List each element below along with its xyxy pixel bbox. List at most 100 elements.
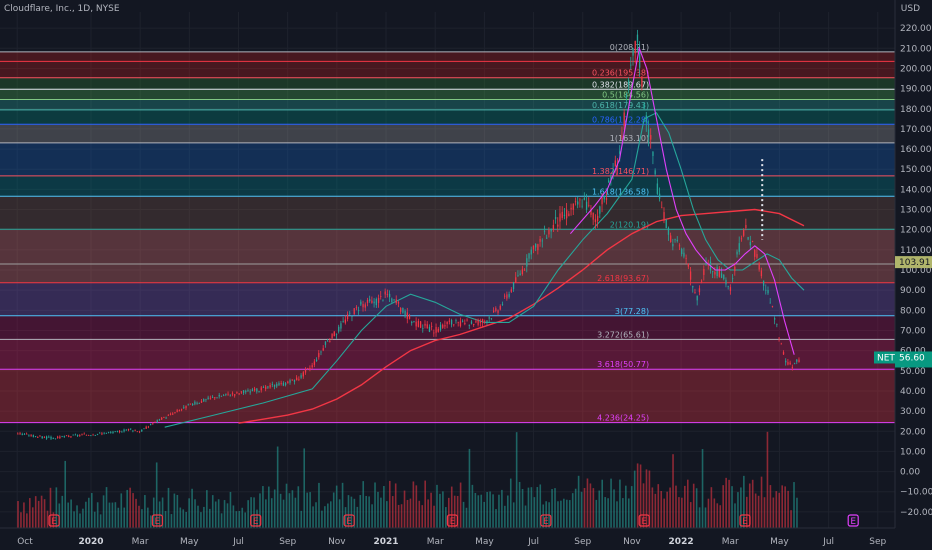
candle-body [419,321,422,328]
volume-bar [775,491,778,528]
candle-body [284,383,287,386]
fib-band [0,175,895,197]
candle-body [477,319,479,325]
volume-bar [745,496,748,528]
candle-body [570,207,572,210]
volume-bar [754,493,757,528]
volume-bar [642,483,645,528]
candle-body [698,288,701,293]
candle-body [351,316,353,317]
candle-body [439,324,442,331]
candle-body [318,353,320,358]
volume-bar [365,495,367,528]
candle-body [386,294,389,295]
volume-bar [132,493,134,528]
volume-bar [527,487,530,528]
candle-body [610,176,612,181]
volume-bar [689,502,692,528]
candle-body [94,434,96,436]
candle-body [293,379,296,382]
x-tick-label: May [180,537,199,547]
earnings-marker-label: E [155,517,161,527]
volume-bar [462,501,465,528]
candle-body [105,432,108,434]
volume-bar [371,504,373,528]
candle-body [65,435,68,437]
symbol-tag [874,351,895,364]
candle-body [52,438,54,440]
candle-body [147,426,150,428]
candle-body [165,417,167,419]
volume-bar [630,486,633,528]
volume-bar [716,503,719,528]
volume-bar [394,483,397,528]
candle-body [216,397,218,399]
candle-body [462,320,464,322]
candle-body [574,201,577,203]
y-tick-label: 90.00 [900,286,926,296]
volume-bar [675,485,677,528]
candle-body [645,115,647,123]
candle-body [676,239,678,242]
volume-bar [147,507,149,528]
volume-bar [256,509,258,528]
earnings-marker-icon [638,514,650,527]
volume-bar [167,487,170,528]
volume-bar [539,484,542,528]
volume-bar [20,512,22,528]
volume-bar [474,492,477,528]
volume-bar [554,488,556,528]
candle-body [311,365,313,368]
y-tick-label: 120.00 [900,226,932,236]
candle-body [712,271,714,273]
candle-body [163,417,165,418]
volume-bar [350,496,353,528]
candle-body [785,360,787,363]
earnings-marker-future-label: E [850,517,856,527]
fib-level-label: 0.236(195.38) [592,69,649,78]
candle-body [101,433,103,435]
price-candles [17,29,800,441]
volume-bar [619,479,621,528]
volume-bar [766,431,769,528]
candle-body [269,385,271,388]
volume-bar [344,507,347,528]
y-tick-label: 50.00 [900,367,926,377]
candle-body [541,240,543,242]
candle-body [225,393,227,395]
fib-level-label: 0.5(184.56) [602,91,649,100]
volume-bar [144,495,146,528]
candle-body [450,320,453,325]
volume-bar [37,500,40,528]
candle-body [79,435,81,437]
volume-bar [270,498,273,528]
candle-body [546,237,548,239]
candle-body [149,423,152,426]
fib-level-label: 3.618(50.77) [597,360,649,369]
volume-bar [678,497,680,528]
x-tick-label: 2022 [669,537,694,547]
candle-body [453,324,455,326]
x-tick-label: Nov [623,537,641,547]
fib-band [0,196,895,230]
volume-bar [34,496,37,528]
candle-body [738,243,740,252]
y-tick-label: 220.00 [900,24,932,34]
volume-bar [660,490,663,528]
x-tick-label: May [770,537,789,547]
volume-bar [430,492,432,528]
candle-body [599,206,601,214]
candle-body [358,310,360,312]
candle-body [526,258,528,267]
volume-bar [710,487,713,528]
candle-body [391,298,393,303]
candle-body [530,249,532,255]
candle-body [156,420,158,422]
candle-body [211,397,214,398]
y-tick-label: −10.00 [900,488,932,498]
y-tick-label: 170.00 [900,125,932,135]
candle-body [214,397,216,399]
candle-body [21,434,23,435]
candle-body [528,253,530,259]
